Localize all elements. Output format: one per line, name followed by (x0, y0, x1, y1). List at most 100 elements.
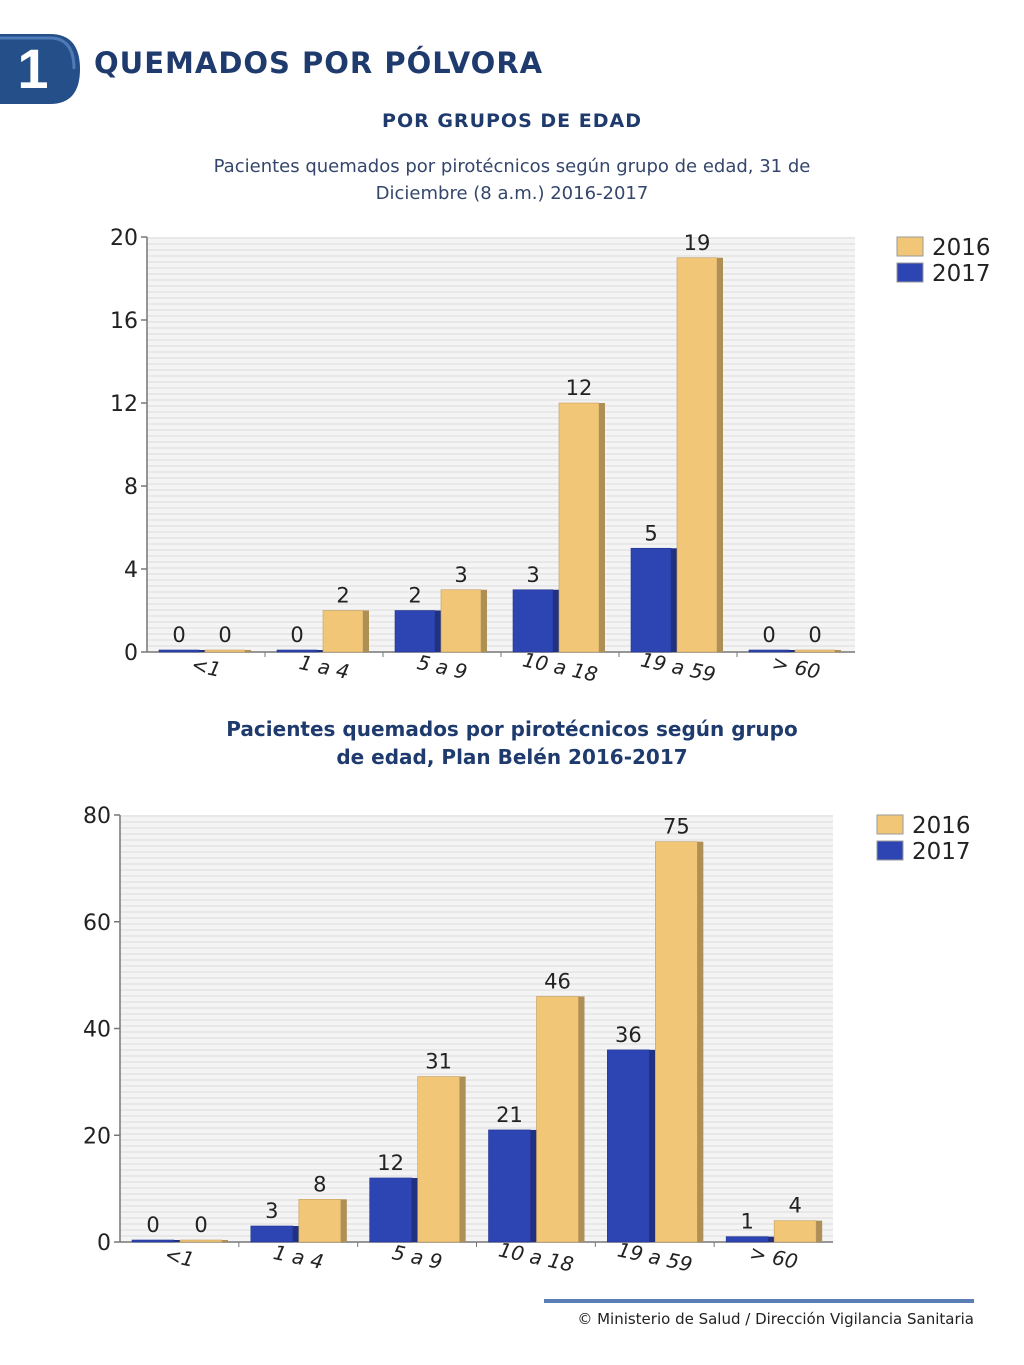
bar-side (317, 650, 323, 652)
bar-side (245, 650, 251, 652)
y-tick-label: 4 (124, 558, 138, 583)
legend-label: 2016 (912, 813, 971, 839)
bar-face (417, 1076, 460, 1243)
bar-face (655, 841, 698, 1243)
bar-2017 (158, 649, 205, 653)
chart2-caption: Pacientes quemados por pirotécnicos segú… (162, 715, 862, 771)
bar-face (394, 610, 436, 653)
bar-face (630, 547, 672, 653)
bar-face (536, 996, 579, 1243)
bar-2016 (440, 589, 487, 653)
data-label: 4 (788, 1194, 801, 1218)
data-label: 8 (313, 1172, 326, 1196)
badge-number: 1 (17, 37, 49, 100)
chart1-caption-line2: Diciembre (8 a.m.) 2016-2017 (375, 183, 649, 204)
bar-2016 (536, 996, 585, 1243)
section-number-badge: 1 (0, 34, 80, 104)
legend-label: 2017 (932, 261, 991, 287)
gridlines (147, 237, 855, 653)
bar-2017 (394, 610, 441, 653)
bar-face (158, 649, 200, 653)
bar-2017 (276, 649, 323, 653)
bar-face (607, 1049, 650, 1243)
bar-face (440, 589, 482, 653)
data-label: 31 (425, 1050, 452, 1074)
y-tick-label: 80 (83, 804, 111, 829)
chart2-caption-line2: de edad, Plan Belén 2016-2017 (336, 745, 688, 769)
bar-2016 (558, 402, 605, 653)
plot-area (120, 815, 833, 1242)
y-tick-label: 8 (124, 475, 138, 500)
data-label: 12 (377, 1151, 404, 1175)
x-tick-label: > 60 (770, 650, 823, 684)
y-tick-label: 0 (124, 641, 138, 666)
data-label: 0 (762, 623, 775, 647)
bar-side (199, 650, 205, 652)
chart2-caption-line1: Pacientes quemados por pirotécnicos segú… (226, 717, 798, 741)
data-label: 5 (644, 521, 657, 545)
bar-side (340, 1199, 347, 1242)
y-tick-label: 0 (97, 1231, 111, 1256)
bar-2016 (773, 1220, 823, 1243)
data-label: 0 (146, 1213, 159, 1237)
x-tick-label: 5 a 9 (390, 1240, 444, 1274)
x-tick-label: 19 a 59 (615, 1237, 694, 1276)
bar-side (717, 257, 723, 652)
gridlines (120, 815, 833, 1243)
y-tick-label: 20 (83, 1124, 111, 1149)
legend-swatch-2017 (896, 262, 924, 283)
chart1-caption-line1: Pacientes quemados por pirotécnicos segú… (213, 156, 811, 177)
data-label: 75 (663, 815, 690, 839)
bar-2016 (417, 1076, 466, 1243)
x-tick-label: <1 (189, 652, 223, 682)
data-label: 3 (454, 563, 467, 587)
bar-2017 (748, 649, 795, 653)
bar-2017 (488, 1129, 537, 1243)
x-tick-label: 5 a 9 (415, 650, 469, 684)
bar-face (676, 257, 718, 653)
bar-side (578, 996, 585, 1242)
y-tick-label: 60 (83, 911, 111, 936)
bar-face (512, 589, 554, 653)
data-label: 0 (194, 1213, 207, 1237)
bar-side (363, 610, 369, 652)
bar-side (222, 1240, 228, 1242)
legend-label: 2017 (912, 839, 971, 865)
bar-side (789, 650, 795, 652)
chart1-caption: Pacientes quemados por pirotécnicos segú… (192, 153, 832, 207)
bar-side (530, 1129, 537, 1242)
bar-2016 (179, 1239, 228, 1243)
bar-2017 (512, 589, 559, 653)
legend-label: 2016 (932, 235, 991, 261)
bar-face (322, 610, 364, 653)
bar-side (481, 589, 487, 652)
x-tick-label: 1 a 4 (297, 650, 351, 684)
bar-face (179, 1239, 223, 1243)
legend-swatch-2016 (876, 814, 904, 835)
data-label: 2 (336, 584, 349, 608)
bar-2017 (725, 1236, 775, 1243)
bar-side (292, 1225, 299, 1242)
bar-face (558, 402, 600, 653)
x-tick-label: <1 (163, 1242, 197, 1272)
legend-swatch-2017 (876, 840, 904, 861)
bar-2016 (322, 610, 369, 653)
bar-side (671, 548, 677, 652)
bar-face (488, 1129, 531, 1243)
bar-side (697, 841, 704, 1242)
bar-side (411, 1177, 418, 1242)
data-label: 0 (172, 623, 185, 647)
plot-area (147, 237, 855, 652)
data-label: 0 (290, 623, 303, 647)
data-label: 46 (544, 969, 571, 993)
data-label: 3 (526, 563, 539, 587)
data-label: 1 (740, 1210, 753, 1234)
data-label: 21 (496, 1103, 523, 1127)
data-label: 0 (808, 623, 821, 647)
bar-2017 (607, 1049, 656, 1243)
bar-side (174, 1240, 180, 1242)
badge-shape (0, 34, 80, 104)
y-tick-label: 20 (110, 226, 138, 251)
data-label: 0 (218, 623, 231, 647)
